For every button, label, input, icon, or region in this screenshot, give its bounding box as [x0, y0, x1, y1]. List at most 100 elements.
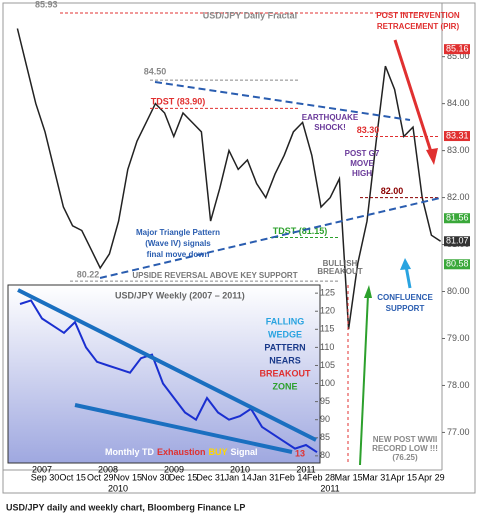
- price-line: [16, 28, 442, 330]
- x-tick-label: Nov 15: [114, 472, 143, 482]
- annotation: WEDGE: [268, 329, 302, 339]
- price-flag: [444, 131, 470, 142]
- trend-line: [154, 81, 411, 121]
- price-flag-label: 80.58: [446, 259, 469, 269]
- y-tick-label: 120: [320, 306, 335, 316]
- annotation: MOVE: [350, 159, 374, 168]
- y-tick-label: 95: [320, 396, 330, 406]
- annotation: BREAKOUT: [260, 368, 312, 378]
- x-tick-label: 2008: [98, 464, 118, 474]
- y-tick-label: 84.00: [447, 98, 470, 108]
- annotation: BULLISH: [323, 259, 358, 268]
- level-label: 83.30: [357, 125, 380, 135]
- y-tick-label: 100: [320, 378, 335, 388]
- annotation: RETRACEMENT (PIR): [377, 22, 460, 31]
- annotation: RECORD LOW !!!: [372, 444, 438, 453]
- price-flag-label: 85.16: [446, 44, 469, 54]
- annotation: Monthly TD Exhaustion BUY Signal: [105, 447, 258, 457]
- price-flag-label: 81.56: [446, 213, 469, 223]
- price-flag-label: 83.31: [446, 130, 469, 140]
- inset-frame: [7, 284, 321, 464]
- annotation: NEARS: [269, 355, 301, 365]
- price-flag: [444, 236, 470, 247]
- x-tick-label: Jan 14: [225, 472, 252, 482]
- x-tick-label: Dec 15: [169, 472, 198, 482]
- price-flag-label: 81.07: [446, 236, 469, 246]
- annotation-part: Exhaustion: [157, 447, 206, 457]
- annotation: 13: [295, 448, 305, 458]
- x-tick-label: Oct 29: [87, 472, 114, 482]
- arrow-head: [426, 148, 438, 165]
- y-tick-label: 115: [320, 324, 334, 334]
- y-tick-label: 80.00: [447, 286, 470, 296]
- x-tick-label: Apr 15: [391, 472, 418, 482]
- annotation: SHOCK!: [314, 123, 346, 132]
- x-tick-label: Jan 31: [252, 472, 279, 482]
- x-tick-label: 2009: [164, 464, 184, 474]
- annotation: PATTERN: [264, 342, 305, 352]
- x-tick-label: Feb 28: [307, 472, 335, 482]
- annotation: NEW POST WWII: [373, 435, 437, 444]
- annotation: Major Triangle Pattern: [136, 228, 220, 237]
- level-label: TDST (83.90): [151, 97, 206, 107]
- chart-title: USD/JPY Daily Fractal: [203, 10, 297, 20]
- year-label: 2010: [108, 483, 128, 493]
- y-tick-label: 79.00: [447, 333, 470, 343]
- daily-chart: 77.0078.0079.0080.0081.0082.0083.0084.00…: [16, 0, 470, 482]
- x-tick-label: 2011: [296, 464, 315, 474]
- inset-title: USD/JPY Weekly (2007 – 2011): [115, 290, 245, 300]
- annotation: POST G7: [345, 149, 380, 158]
- annotation-group: FALLING WEDGE PATTERN NEARS BREAKOUT ZONE: [260, 316, 312, 391]
- level-label: 82.00: [381, 186, 404, 196]
- annotation: HIGH: [352, 169, 372, 178]
- y-tick-label: 83.00: [447, 145, 470, 155]
- x-tick-label: Sep 30: [31, 472, 60, 482]
- level-label: 85.93: [35, 0, 58, 9]
- y-tick-label: 110: [320, 342, 334, 352]
- y-tick-label: 125: [320, 288, 335, 298]
- x-tick-label: Oct 15: [59, 472, 86, 482]
- price-flag: [444, 213, 470, 224]
- x-tick-label: 2010: [230, 464, 250, 474]
- trend-line: [17, 288, 317, 442]
- annotation: UPSIDE REVERSAL ABOVE KEY SUPPORT: [132, 271, 297, 280]
- price-flag: [444, 259, 470, 270]
- annotation: FALLING: [266, 316, 305, 326]
- y-tick-label: 90: [320, 414, 330, 424]
- year-label: 2011: [320, 483, 339, 493]
- level-label: 80.22: [77, 270, 100, 280]
- annotation-part: Signal: [231, 447, 258, 457]
- y-tick-label: 82.00: [447, 192, 470, 202]
- arrow-head: [364, 285, 372, 298]
- y-tick-label: 85: [320, 432, 330, 442]
- arrow: [359, 294, 369, 466]
- trend-line: [99, 197, 441, 279]
- annotation: CONFLUENCE: [377, 293, 433, 302]
- y-tick-label: 105: [320, 360, 335, 370]
- annotation-part: Monthly TD: [105, 447, 154, 457]
- trend-line: [74, 403, 293, 454]
- annotation: SUPPORT: [386, 304, 425, 313]
- arrow: [404, 265, 412, 289]
- annotation: POST INTERVENTION: [376, 11, 460, 20]
- x-tick-label: Apr 29: [418, 472, 445, 482]
- price-line: [19, 299, 318, 454]
- x-tick-label: Feb 14: [279, 472, 307, 482]
- x-tick-label: Mar 15: [335, 472, 363, 482]
- y-tick-label: 78.00: [447, 380, 470, 390]
- x-tick-label: Dec 31: [196, 472, 225, 482]
- weekly-chart: 80 85 90 95 100 105 110 115 120 125 2007 2008 2009 20…: [19, 288, 335, 474]
- level-label: TDST (81.15): [273, 226, 328, 236]
- x-tick-label: 2007: [32, 464, 52, 474]
- x-tick-label: Mar 31: [362, 472, 390, 482]
- arrow-head: [400, 258, 411, 270]
- x-tick-label: Nov 30: [141, 472, 170, 482]
- price-flag: [444, 44, 470, 55]
- annotation: final move down: [147, 250, 210, 259]
- annotation: ZONE: [272, 381, 297, 391]
- arrow: [393, 39, 434, 156]
- y-tick-label: 85.00: [447, 51, 470, 61]
- annotation-part: BUY: [209, 447, 228, 457]
- y-tick-label: 77.00: [447, 427, 470, 437]
